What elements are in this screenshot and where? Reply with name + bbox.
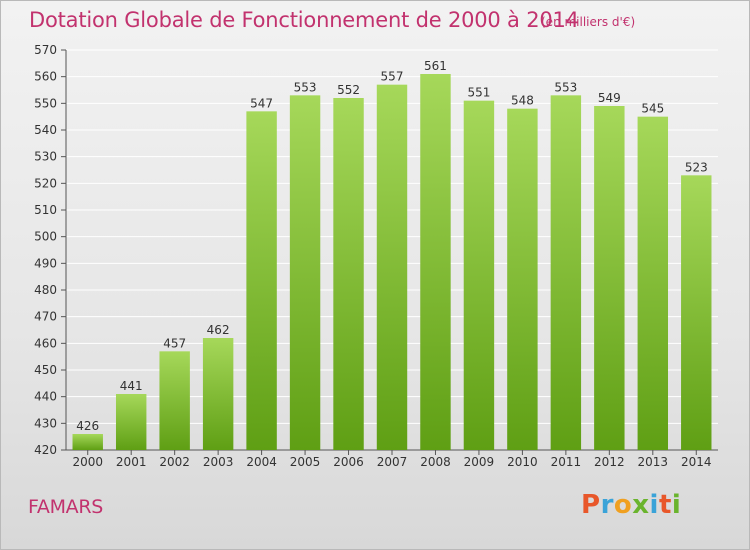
labels: 420 430 440 450 460 470 480 490 500 510 520 530 540 5… <box>34 43 711 469</box>
x-tick-label: 2001 <box>116 455 147 469</box>
logo-letter: o <box>613 490 633 520</box>
x-tick-label: 2007 <box>377 455 408 469</box>
bar-value-label: 441 <box>120 379 143 393</box>
y-tick-label: 460 <box>34 336 57 350</box>
y-tick-label: 430 <box>34 416 57 430</box>
commune-name: FAMARS <box>28 496 104 518</box>
x-tick-label: 2002 <box>159 455 190 469</box>
y-tick-label: 470 <box>34 310 57 324</box>
x-tick-label: 2004 <box>246 455 277 469</box>
bar <box>115 394 147 450</box>
bar <box>507 108 538 451</box>
bar <box>202 338 234 450</box>
bar <box>289 95 321 450</box>
y-tick-label: 440 <box>34 390 57 404</box>
y-tick-label: 490 <box>34 256 57 270</box>
y-tick-label: 540 <box>34 123 57 137</box>
y-tick-label: 530 <box>34 150 57 164</box>
logo-letter: t <box>658 490 672 520</box>
bar-value-label: 553 <box>294 80 317 94</box>
bar-value-label: 548 <box>511 94 534 108</box>
bar-value-label: 553 <box>554 80 577 94</box>
x-tick-label: 2010 <box>507 455 538 469</box>
bar-value-label: 557 <box>381 70 404 84</box>
logo-letter: i <box>671 490 682 520</box>
x-tick-label: 2005 <box>290 455 321 469</box>
bar <box>420 74 451 450</box>
bar <box>681 175 712 451</box>
y-tick-label: 550 <box>34 96 57 110</box>
x-tick-label: 2000 <box>72 455 103 469</box>
bars <box>72 74 712 451</box>
y-tick-label: 500 <box>34 230 57 244</box>
bar-value-label: 426 <box>76 419 99 433</box>
x-tick-label: 2008 <box>420 455 451 469</box>
bar-value-label: 545 <box>641 102 664 116</box>
bar <box>72 434 103 450</box>
logo-letter: i <box>649 490 659 520</box>
bar-value-label: 549 <box>598 91 621 105</box>
x-tick-label: 2003 <box>203 455 234 469</box>
x-tick-label: 2006 <box>333 455 364 469</box>
bar <box>333 98 364 450</box>
logo-letter: r <box>600 490 614 520</box>
chart-subtitle: (en milliers d'€) <box>541 15 636 29</box>
bar-value-label: 561 <box>424 59 447 73</box>
bar <box>246 111 277 450</box>
proxiti-logo: Proxiti <box>581 490 681 520</box>
x-tick-label: 2011 <box>551 455 582 469</box>
y-tick-label: 560 <box>34 70 57 84</box>
x-tick-label: 2012 <box>594 455 625 469</box>
y-tick-label: 520 <box>34 176 57 190</box>
bar-value-label: 551 <box>467 86 490 100</box>
y-tick-label: 510 <box>34 203 57 217</box>
bar-value-label: 523 <box>685 160 708 174</box>
bar <box>463 100 495 451</box>
y-tick-label: 570 <box>34 43 57 57</box>
bar <box>159 351 190 450</box>
x-tick-label: 2013 <box>638 455 669 469</box>
bar <box>550 95 582 450</box>
bar-value-label: 552 <box>337 83 360 97</box>
bar-value-label: 462 <box>207 323 230 337</box>
y-tick-label: 420 <box>34 443 57 457</box>
x-tick-label: 2009 <box>464 455 495 469</box>
x-tick-label: 2014 <box>681 455 712 469</box>
logo-letter: x <box>632 490 650 520</box>
y-tick-label: 450 <box>34 363 57 377</box>
bar <box>594 106 625 450</box>
bar-value-label: 457 <box>163 336 186 350</box>
y-tick-label: 480 <box>34 283 57 297</box>
bar <box>376 84 408 451</box>
logo-letter: P <box>581 490 601 520</box>
chart-title: Dotation Globale de Fonctionnement de 20… <box>29 8 579 32</box>
bar <box>637 116 669 451</box>
bar-value-label: 547 <box>250 96 273 110</box>
